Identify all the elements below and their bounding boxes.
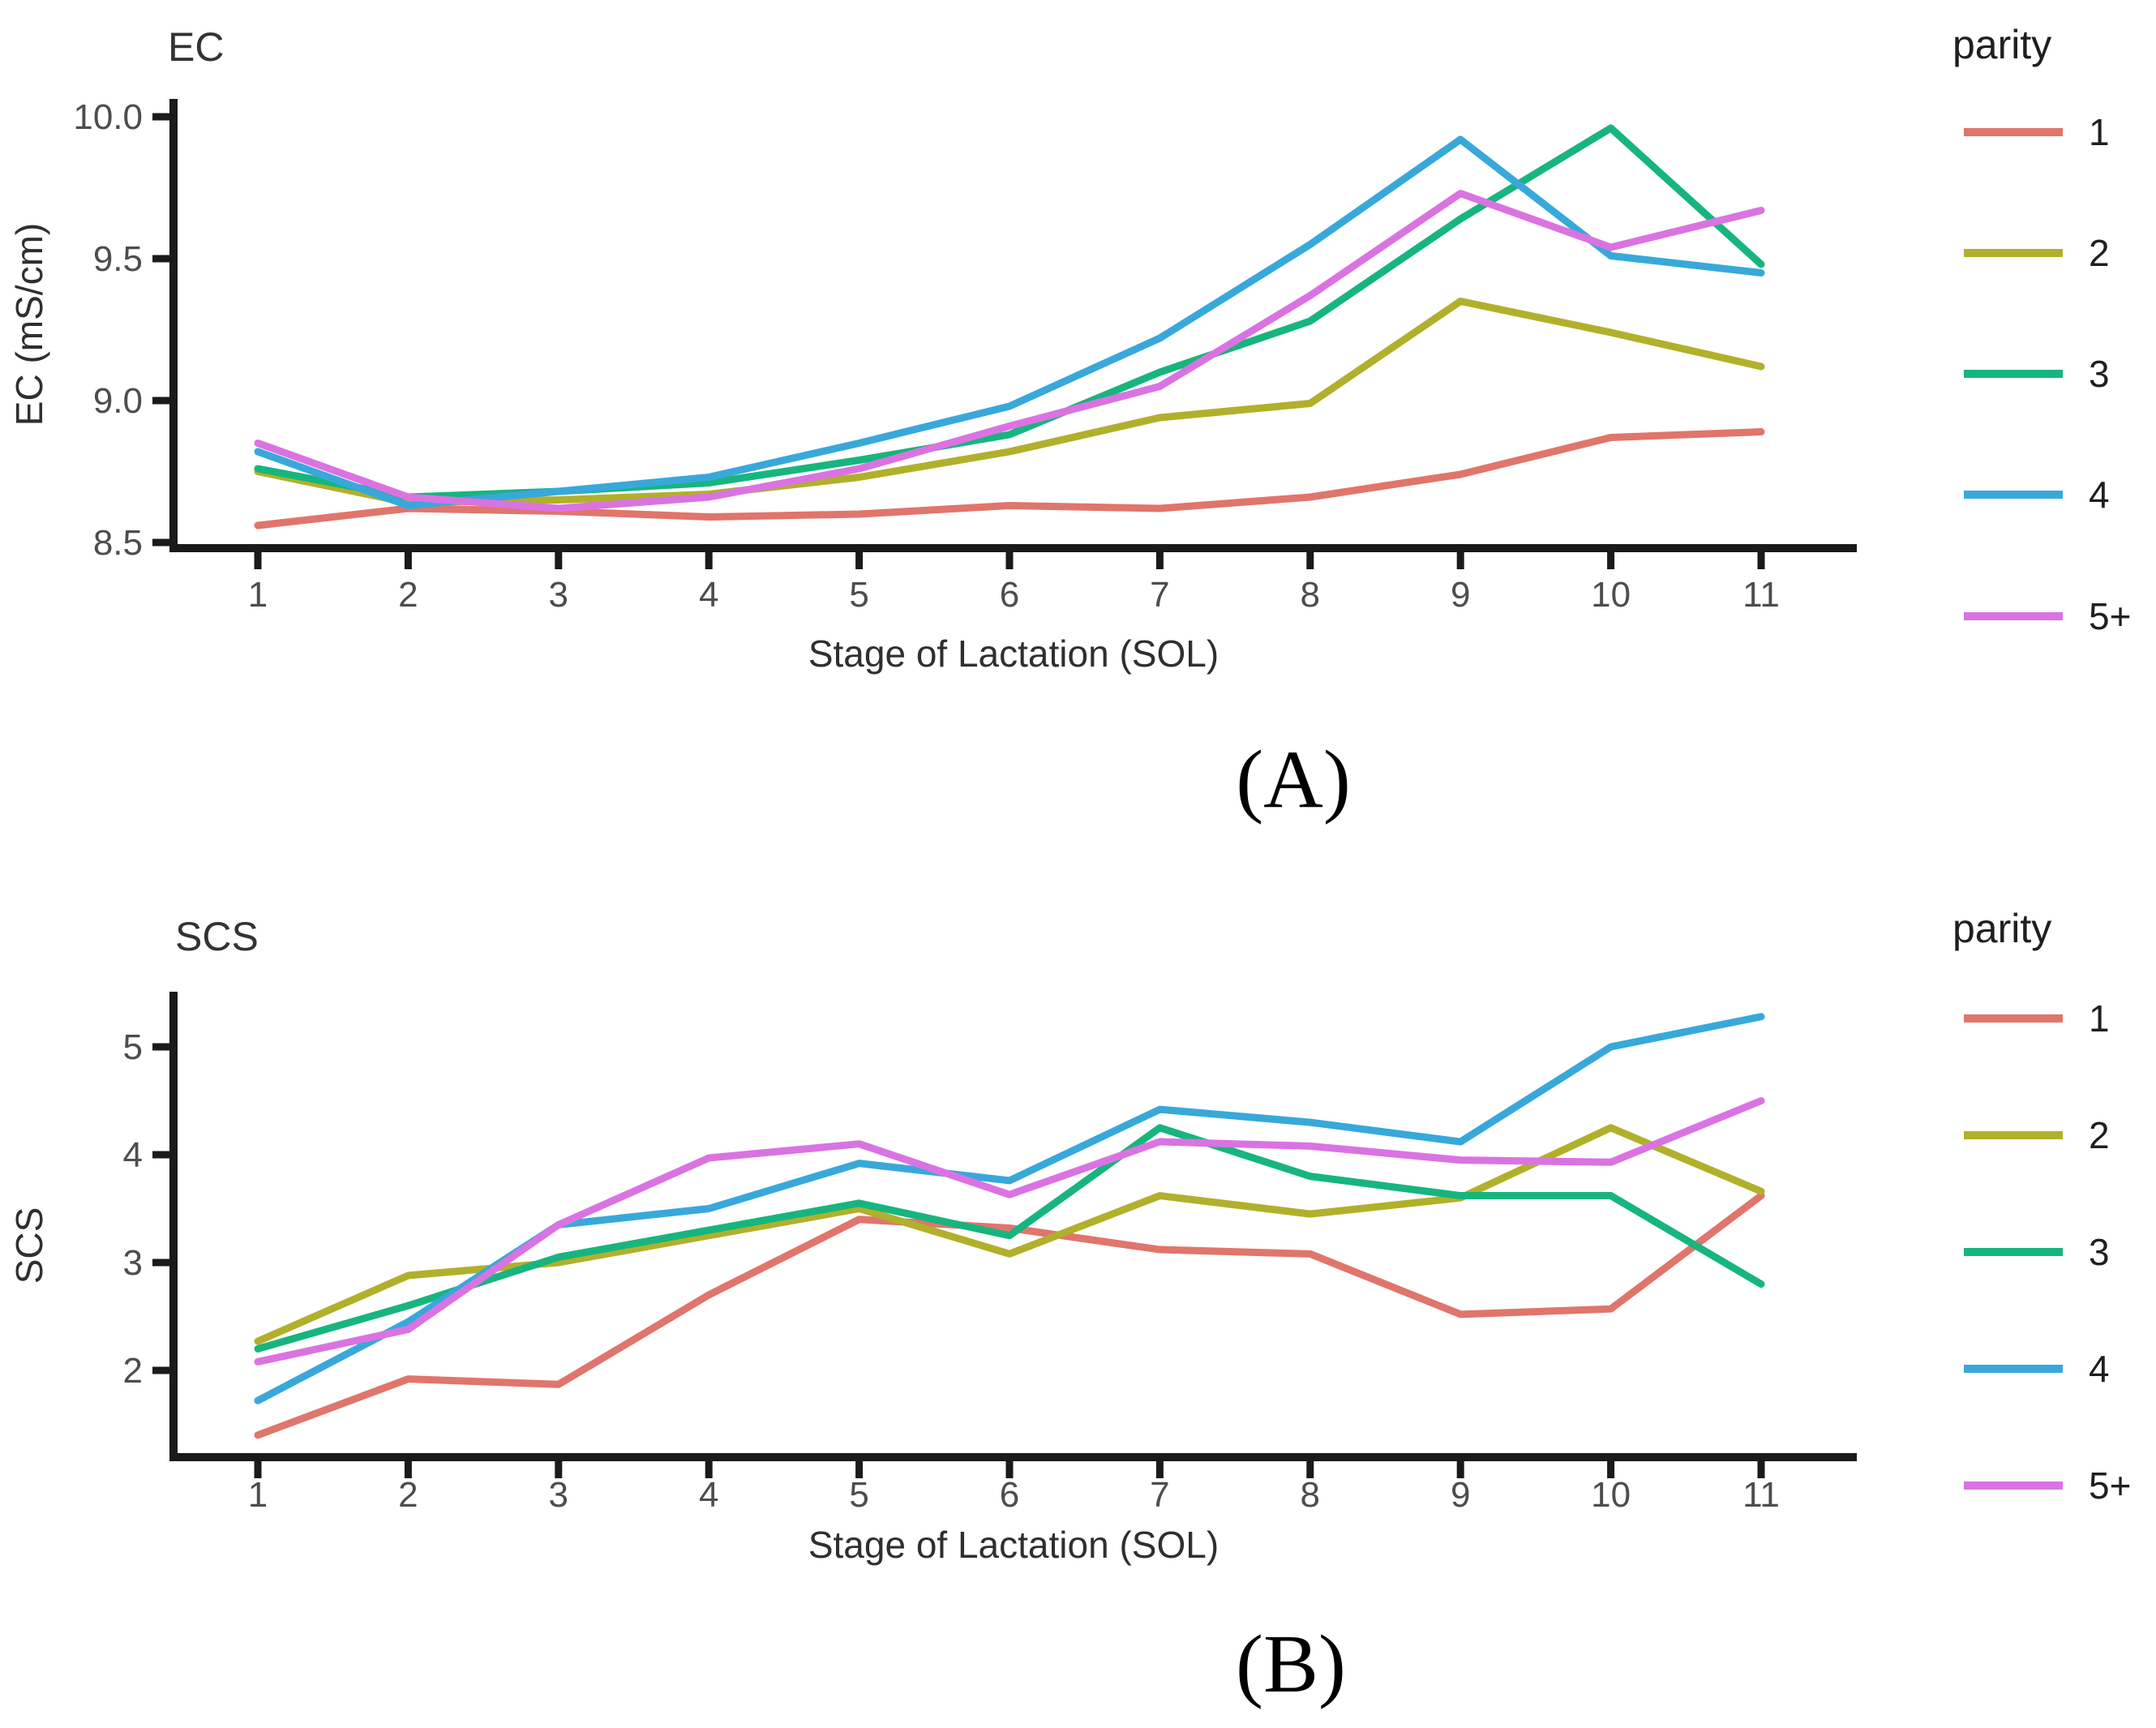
legend-item-parity-1: 1 <box>1964 997 2110 1040</box>
x-axis-title: Stage of Lactation (SOL) <box>808 1524 1219 1566</box>
chart-panel-ec: EC EC (mS/cm) Stage of Lactation (SOL) p… <box>0 0 2156 864</box>
x-tick-label: 1 <box>248 575 268 615</box>
x-tick-label: 8 <box>1301 575 1320 615</box>
x-tick-label: 9 <box>1451 1475 1470 1515</box>
legend-item-parity-4: 4 <box>1964 1348 2110 1390</box>
x-tick-label: 2 <box>398 575 418 615</box>
x-tick-label: 11 <box>1742 575 1780 615</box>
y-axis-title: EC (mS/cm) <box>8 223 50 426</box>
legend: 1 2 3 4 5+ <box>1964 111 2131 637</box>
plot-area: 2 3 4 5 1 2 3 4 5 6 7 8 9 10 11 <box>123 992 1857 1515</box>
legend-item-parity-5+: 5+ <box>1964 595 2131 637</box>
x-axis-title: Stage of Lactation (SOL) <box>808 632 1219 675</box>
legend-label-parity-5+: 5+ <box>2089 1464 2131 1507</box>
x-tick-label: 4 <box>699 1475 718 1515</box>
x-tick-label: 7 <box>1150 575 1169 615</box>
y-tick-label: 9.0 <box>93 381 143 421</box>
series-line-parity-3 <box>258 128 1761 497</box>
legend-item-parity-3: 3 <box>1964 353 2110 395</box>
legend: 1 2 3 4 5+ <box>1964 997 2131 1507</box>
plot-area: 8.5 9.0 9.5 10.0 1 2 3 4 5 6 7 8 9 10 11 <box>73 97 1857 615</box>
legend-label-parity-2: 2 <box>2089 232 2110 274</box>
legend-label-parity-2: 2 <box>2089 1114 2110 1156</box>
series-line-parity-4 <box>258 1017 1761 1400</box>
x-tick-label: 6 <box>1000 1475 1019 1515</box>
x-tick-label: 8 <box>1301 1475 1320 1515</box>
x-tick-label: 11 <box>1742 1475 1780 1515</box>
figure-canvas: { "figure": { "background": "#ffffff", "… <box>0 0 2156 1728</box>
x-tick-label: 3 <box>549 1475 568 1515</box>
panel-label-b: (B) <box>1236 1619 1346 1710</box>
chart-title: EC <box>168 24 224 70</box>
y-tick-label: 2 <box>123 1351 143 1391</box>
y-tick-label: 4 <box>123 1135 143 1175</box>
x-tick-label: 2 <box>398 1475 418 1515</box>
legend-title: parity <box>1952 22 2051 67</box>
y-axis-title: SCS <box>8 1207 50 1284</box>
y-tick-label: 8.5 <box>93 523 143 563</box>
x-tick-label: 7 <box>1150 1475 1169 1515</box>
x-tick-label: 6 <box>1000 575 1019 615</box>
legend-label-parity-4: 4 <box>2089 474 2110 516</box>
x-tick-label: 4 <box>699 575 718 615</box>
chart-title: SCS <box>175 914 259 959</box>
legend-label-parity-3: 3 <box>2089 353 2110 395</box>
legend-label-parity-1: 1 <box>2089 997 2110 1040</box>
panel-label-a: (A) <box>1236 734 1351 825</box>
y-tick-label: 3 <box>123 1243 143 1283</box>
legend-item-parity-2: 2 <box>1964 1114 2110 1156</box>
x-tick-label: 5 <box>849 1475 868 1515</box>
legend-label-parity-1: 1 <box>2089 111 2110 153</box>
legend-label-parity-5+: 5+ <box>2089 595 2131 637</box>
legend-item-parity-4: 4 <box>1964 474 2110 516</box>
y-tick-label: 10.0 <box>73 97 143 137</box>
x-tick-label: 5 <box>849 575 868 615</box>
series-line-parity-2 <box>258 302 1761 504</box>
legend-item-parity-1: 1 <box>1964 111 2110 153</box>
x-tick-label: 10 <box>1591 575 1631 615</box>
x-tick-label: 10 <box>1591 1475 1631 1515</box>
legend-item-parity-2: 2 <box>1964 232 2110 274</box>
series-line-parity-5+ <box>258 194 1761 509</box>
x-tick-label: 1 <box>248 1475 268 1515</box>
legend-label-parity-3: 3 <box>2089 1231 2110 1273</box>
legend-item-parity-3: 3 <box>1964 1231 2110 1273</box>
x-tick-label: 3 <box>549 575 568 615</box>
x-tick-label: 9 <box>1451 575 1470 615</box>
legend-item-parity-5+: 5+ <box>1964 1464 2131 1507</box>
chart-panel-scs: SCS SCS Stage of Lactation (SOL) parity … <box>0 864 2156 1728</box>
series-line-parity-1 <box>258 432 1761 526</box>
y-tick-label: 5 <box>123 1027 143 1067</box>
y-tick-label: 9.5 <box>93 239 143 279</box>
legend-title: parity <box>1952 906 2051 951</box>
legend-label-parity-4: 4 <box>2089 1348 2110 1390</box>
